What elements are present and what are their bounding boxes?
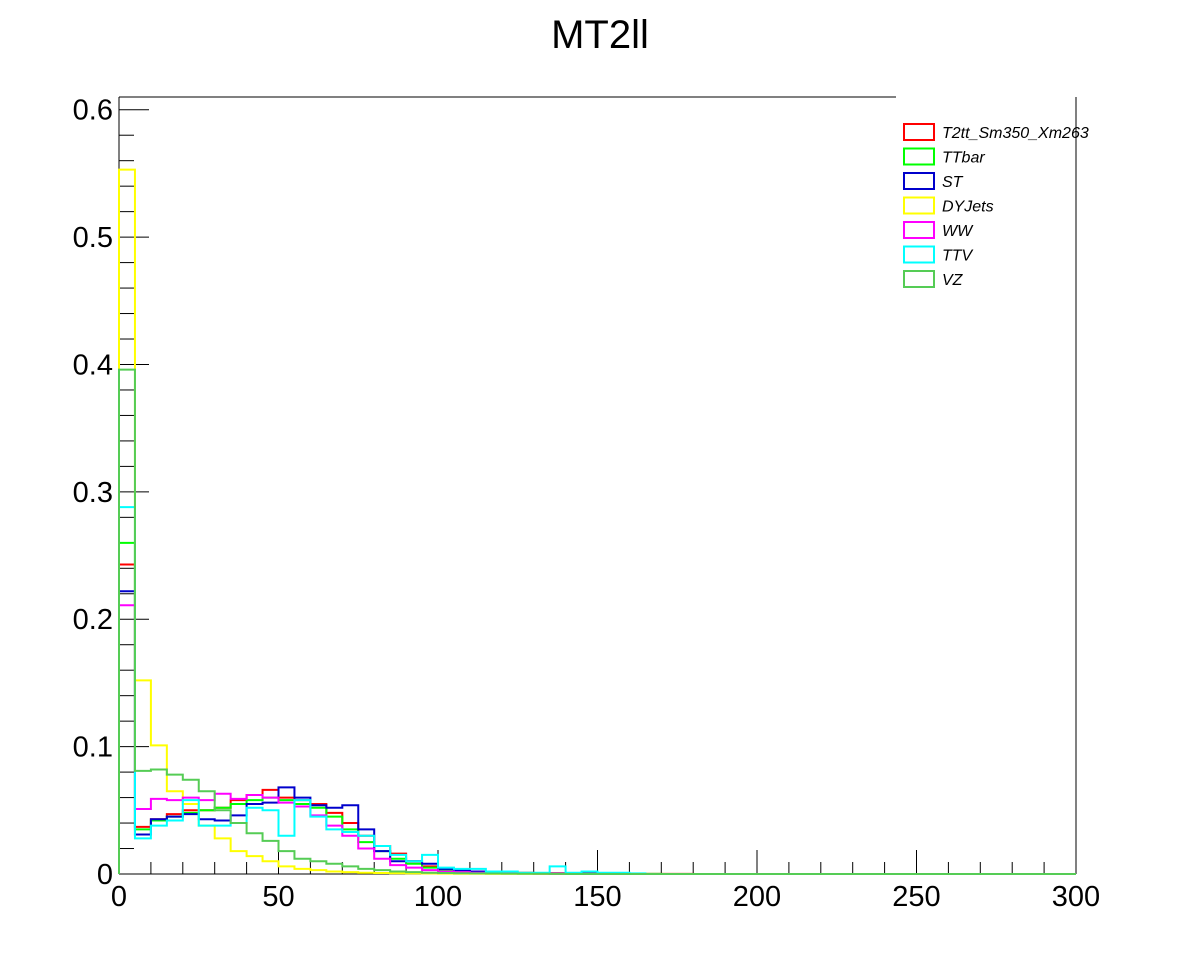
legend-swatch-st [903, 172, 935, 190]
y-tick-label: 0 [97, 859, 113, 891]
legend-swatch-ttv [903, 245, 935, 264]
legend-swatch-vz [903, 270, 935, 288]
legend-swatch-t2tt-sm350-xm263 [903, 123, 935, 141]
series-ttv [118, 506, 1076, 875]
y-tick-label: 0.4 [73, 349, 113, 381]
legend-label-ww: WW [942, 223, 974, 240]
series-ttbar [118, 541, 1076, 875]
y-tick-label: 0.6 [73, 95, 113, 127]
legend: T2tt_Sm350_Xm263 TTbar ST DYJets WW TTV VZ [903, 123, 1089, 289]
axes: 0 50 100 150 200 250 300 0 0.1 0.2 0.3 0.4 0.5 0.6 [73, 95, 1101, 913]
x-tick-label: 0 [111, 881, 127, 913]
series-vz [118, 368, 1076, 875]
legend-swatch-ww [903, 221, 935, 239]
chart-title: MT2ll [551, 13, 649, 57]
x-tick-label: 300 [1052, 881, 1100, 913]
series-dyjets [118, 168, 1076, 875]
legend-label-dyjets: DYJets [942, 199, 994, 216]
legend-label-vz: VZ [942, 272, 964, 289]
y-tick-label: 0.5 [73, 222, 113, 254]
legend-label-ttv: TTV [942, 248, 974, 265]
y-tick-label: 0.1 [73, 732, 113, 764]
x-tick-label: 150 [573, 881, 621, 913]
y-tick-label: 0.2 [73, 604, 113, 636]
series-st [118, 590, 1076, 875]
legend-label-t2tt-sm350-xm263: T2tt_Sm350_Xm263 [942, 125, 1089, 142]
y-tick-label: 0.3 [73, 477, 113, 509]
x-tick-label: 100 [414, 881, 462, 913]
series-t2tt-sm350-xm263 [118, 563, 1076, 875]
legend-label-st: ST [942, 174, 964, 191]
x-tick-label: 200 [733, 881, 781, 913]
series-layer [118, 168, 1076, 875]
x-tick-label: 250 [892, 881, 940, 913]
legend-label-ttbar: TTbar [942, 150, 985, 167]
x-tick-label: 50 [262, 881, 294, 913]
legend-swatch-dyjets [903, 196, 935, 215]
legend-swatch-ttbar [903, 147, 935, 166]
